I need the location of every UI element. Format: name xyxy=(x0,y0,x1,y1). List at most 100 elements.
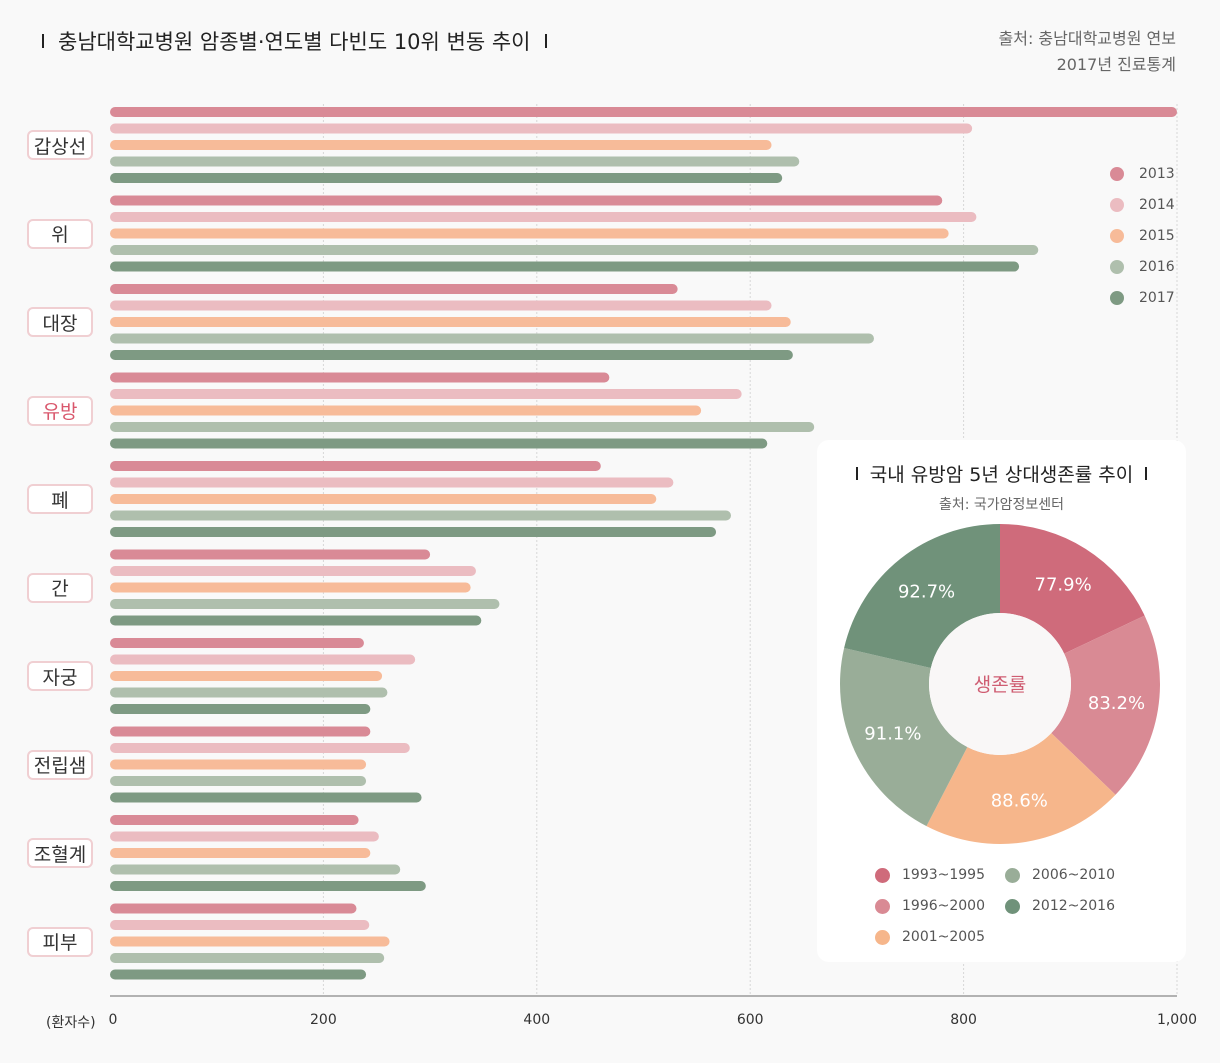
bar-대장-2013 xyxy=(110,284,678,294)
bar-갑상선-2014 xyxy=(110,123,973,134)
legend-item: 2017 xyxy=(1110,282,1175,313)
donut-slice-label: 88.6% xyxy=(991,790,1048,811)
donut-chart: 77.9% 83.2% 88.6% 91.1% 92.7% 생존률 xyxy=(840,524,1160,844)
pie-legend-label: 2001~2005 xyxy=(902,929,985,945)
pie-legend-swatch xyxy=(1005,898,1020,914)
bar-위-2013 xyxy=(110,195,943,206)
chart-title-text: 충남대학교병원 암종별·연도별 다빈도 10위 변동 추이 xyxy=(58,30,531,54)
bar-전립샘-2015 xyxy=(110,759,367,770)
legend-swatch xyxy=(1110,259,1124,274)
category-label: 피부 xyxy=(27,926,93,957)
pie-title-bar-left xyxy=(855,467,858,480)
bar-갑상선-2016 xyxy=(110,156,800,167)
title-bar-left xyxy=(42,34,44,48)
legend-swatch xyxy=(1110,290,1124,305)
bar-폐-2013 xyxy=(110,461,601,471)
pie-source: 출처: 국가암정보센터 xyxy=(938,497,1065,513)
legend-label: 2014 xyxy=(1139,196,1175,213)
legend-item: 2016 xyxy=(1110,251,1175,282)
legend-item: 2014 xyxy=(1110,189,1175,220)
pie-legend-swatch xyxy=(875,898,890,914)
donut-slice-label: 92.7% xyxy=(898,582,955,603)
x-tick-label: 800 xyxy=(950,1012,977,1028)
bar-갑상선-2017 xyxy=(110,173,783,183)
pie-legend-label: 1993~1995 xyxy=(902,867,985,883)
bar-유방-2015 xyxy=(110,405,702,416)
bar-전립샘-2014 xyxy=(110,743,410,753)
pie-legend-item: 2001~2005 xyxy=(875,929,985,945)
bar-조혈계-2015 xyxy=(110,848,371,858)
category-label: 간 xyxy=(27,572,93,603)
bar-자궁-2013 xyxy=(110,638,364,648)
donut-hole xyxy=(929,613,1071,755)
pie-legend-label: 2006~2010 xyxy=(1032,867,1115,883)
bar-유방-2016 xyxy=(110,422,815,432)
bar-피부-2013 xyxy=(110,903,357,914)
bar-전립샘-2017 xyxy=(110,792,422,803)
bar-피부-2017 xyxy=(110,969,367,980)
bar-간-2014 xyxy=(110,566,476,576)
legend-label: 2015 xyxy=(1139,227,1175,244)
bar-유방-2013 xyxy=(110,372,610,383)
source-line-2: 2017년 진료통계 xyxy=(1056,55,1176,74)
legend-item: 2015 xyxy=(1110,220,1175,251)
bar-위-2016 xyxy=(110,245,1039,255)
x-tick-label: 1,000 xyxy=(1156,1012,1198,1028)
category-label: 폐 xyxy=(27,484,93,514)
pie-legend-item: 1996~2000 xyxy=(875,898,985,914)
bar-조혈계-2014 xyxy=(110,831,379,842)
bar-유방-2017 xyxy=(110,438,768,449)
pie-legend-label: 1996~2000 xyxy=(902,898,985,914)
donut-slice-2012~2016 xyxy=(844,524,1000,669)
chart-source: 출처: 충남대학교병원 연보 2017년 진료통계 xyxy=(896,26,1176,78)
bar-자궁-2017 xyxy=(110,704,371,714)
bar-자궁-2015 xyxy=(110,671,383,681)
pie-legend-item: 2012~2016 xyxy=(1005,898,1115,914)
chart-title: 충남대학교병원 암종별·연도별 다빈도 10위 변동 추이 xyxy=(42,26,561,56)
pie-title: 국내 유방암 5년 상대생존률 추이 xyxy=(817,460,1186,487)
donut-slice-1993~1995 xyxy=(1000,524,1145,654)
bar-갑상선-2015 xyxy=(110,140,772,150)
donut-center-label: 생존률 xyxy=(974,674,1026,696)
bar-자궁-2016 xyxy=(110,687,388,698)
donut-slice-label: 77.9% xyxy=(1035,574,1092,595)
bar-조혈계-2017 xyxy=(110,881,426,891)
bar-위-2015 xyxy=(110,228,949,239)
bar-폐-2016 xyxy=(110,510,731,521)
bar-간-2017 xyxy=(110,615,482,626)
pie-legend-label: 2012~2016 xyxy=(1032,898,1115,914)
pie-legend-item: 1993~1995 xyxy=(875,867,985,883)
category-label: 대장 xyxy=(27,307,93,337)
bar-대장-2016 xyxy=(110,333,874,344)
bar-폐-2017 xyxy=(110,527,717,537)
bar-위-2017 xyxy=(110,261,1020,272)
legend-swatch xyxy=(1110,228,1124,243)
pie-title-bar-right xyxy=(1145,467,1148,480)
title-bar-right xyxy=(544,34,547,48)
x-tick-label: 200 xyxy=(310,1012,337,1028)
bar-조혈계-2013 xyxy=(110,815,359,825)
pie-legend-swatch xyxy=(875,867,890,883)
legend-item: 2013 xyxy=(1110,158,1175,189)
bar-전립샘-2013 xyxy=(110,726,371,737)
category-label: 조혈계 xyxy=(27,838,93,868)
bar-폐-2014 xyxy=(110,477,674,488)
bar-자궁-2014 xyxy=(110,654,416,665)
x-tick-label: 0 xyxy=(108,1012,118,1028)
category-label: 유방 xyxy=(27,395,93,426)
bar-대장-2017 xyxy=(110,350,793,360)
bar-위-2014 xyxy=(110,212,977,222)
x-axis-label: (환자수) xyxy=(46,1015,96,1031)
pie-legend-item: 2006~2010 xyxy=(1005,867,1115,883)
category-label: 위 xyxy=(27,218,93,249)
category-label: 자궁 xyxy=(27,661,93,691)
pie-card: 국내 유방암 5년 상대생존률 추이 출처: 국가암정보센터 77.9% 83.2… xyxy=(817,440,1186,962)
bar-유방-2014 xyxy=(110,389,742,399)
bar-조혈계-2016 xyxy=(110,864,401,875)
legend-swatch xyxy=(1110,166,1124,181)
x-tick-label: 600 xyxy=(736,1012,764,1028)
donut-slice-label: 83.2% xyxy=(1088,693,1145,714)
bar-전립샘-2016 xyxy=(110,776,367,786)
donut-slice-2006~2010 xyxy=(840,647,968,827)
